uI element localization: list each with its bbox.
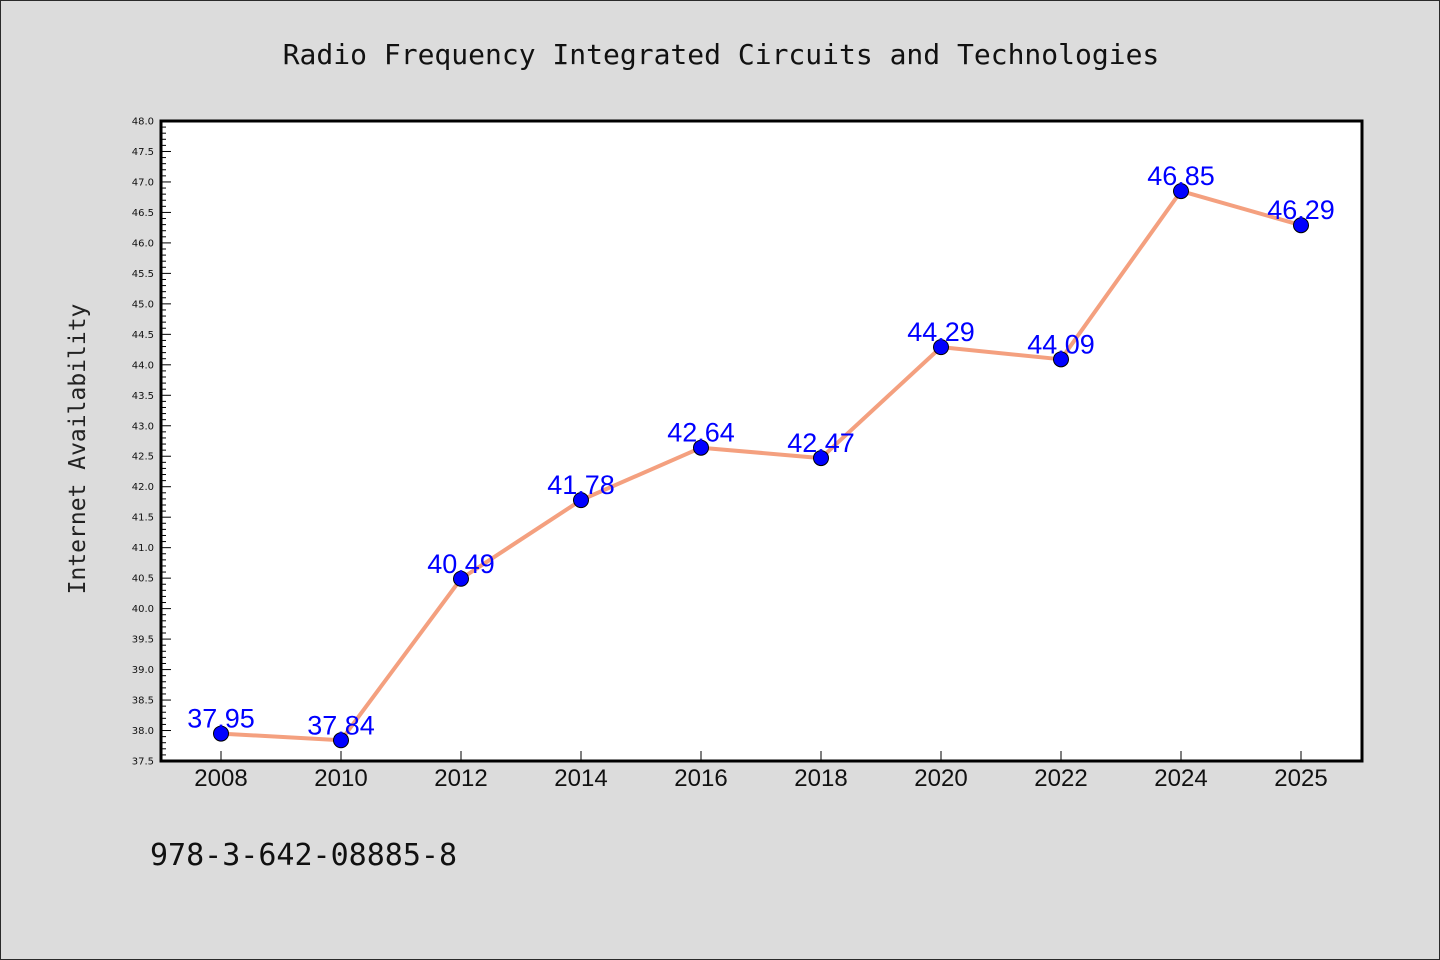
data-point: [333, 732, 349, 749]
data-point: [813, 450, 829, 467]
data-point: [1293, 217, 1309, 234]
data-label: 41.78: [547, 470, 615, 500]
y-tick-label: 41.5: [132, 513, 154, 524]
x-tick-label: 2016: [674, 765, 727, 792]
data-label: 46.85: [1147, 161, 1215, 191]
x-axis: 2008 2010 2012 2014 2016 2018 2020 2022 2024 2025: [194, 751, 1328, 792]
y-tick-label: 44.5: [132, 330, 154, 341]
x-tick-label: 2010: [314, 765, 367, 792]
y-tick-label: 39.5: [132, 635, 154, 646]
x-tick-label: 2018: [794, 765, 847, 792]
y-tick-label: 45.5: [132, 269, 154, 280]
y-tick-label: 38.0: [132, 726, 154, 737]
y-tick-label: 46.0: [132, 238, 154, 249]
data-point: [573, 492, 589, 509]
y-tick-label: 45.0: [132, 299, 154, 310]
data-point: [1053, 351, 1069, 368]
y-tick-label: 44.0: [132, 360, 154, 371]
data-point: [1173, 183, 1189, 200]
y-tick-label: 41.0: [132, 543, 154, 554]
data-label: 46.29: [1267, 195, 1335, 225]
y-tick-label: 48.0: [132, 117, 154, 128]
y-tick-label: 37.5: [132, 757, 154, 768]
data-point: [213, 725, 229, 742]
y-tick-label: 43.5: [132, 391, 154, 402]
plot-frame: [159, 119, 1364, 763]
y-tick-label: 47.5: [132, 147, 154, 158]
x-tick-label: 2014: [554, 765, 607, 792]
data-point: [693, 439, 709, 456]
x-tick-label: 2025: [1274, 765, 1327, 792]
data-label: 42.47: [787, 428, 855, 458]
chart-title: Radio Frequency Integrated Circuits and …: [283, 38, 1160, 71]
data-label: 44.29: [907, 317, 975, 347]
data-label: 40.49: [427, 549, 495, 579]
y-axis-label: Internet Availability: [65, 304, 91, 595]
y-tick-label: 47.0: [132, 177, 154, 188]
data-label: 37.95: [187, 704, 255, 734]
data-point: [453, 570, 469, 587]
y-axis: 37.5 38.0 38.5 39.0 39.5 40.0 40.5 41.0 41.5 42.0…: [132, 117, 171, 768]
x-tick-label: 2012: [434, 765, 487, 792]
series-line: [220, 189, 1302, 743]
y-tick-label: 39.0: [132, 665, 154, 676]
y-tick-label: 42.0: [132, 482, 154, 493]
data-label: 44.09: [1027, 329, 1095, 359]
x-tick-label: 2024: [1154, 765, 1207, 792]
data-label: 37.84: [307, 710, 375, 740]
y-tick-label: 46.5: [132, 208, 154, 219]
data-series: 37.95 37.84 40.49 41.78 42.64 42.47 44.29 44.09…: [187, 161, 1335, 749]
y-tick-label: 43.0: [132, 421, 154, 432]
x-tick-label: 2008: [194, 765, 247, 792]
y-tick-label: 42.5: [132, 452, 154, 463]
plot-area: [161, 121, 1362, 761]
x-tick-label: 2022: [1034, 765, 1087, 792]
y-tick-label: 40.0: [132, 604, 154, 615]
data-label: 42.64: [667, 418, 735, 448]
data-point: [933, 339, 949, 356]
x-tick-label: 2020: [914, 765, 967, 792]
y-tick-label: 40.5: [132, 574, 154, 585]
isbn-footer: 978-3-642-08885-8: [150, 838, 457, 873]
y-tick-label: 38.5: [132, 696, 154, 707]
